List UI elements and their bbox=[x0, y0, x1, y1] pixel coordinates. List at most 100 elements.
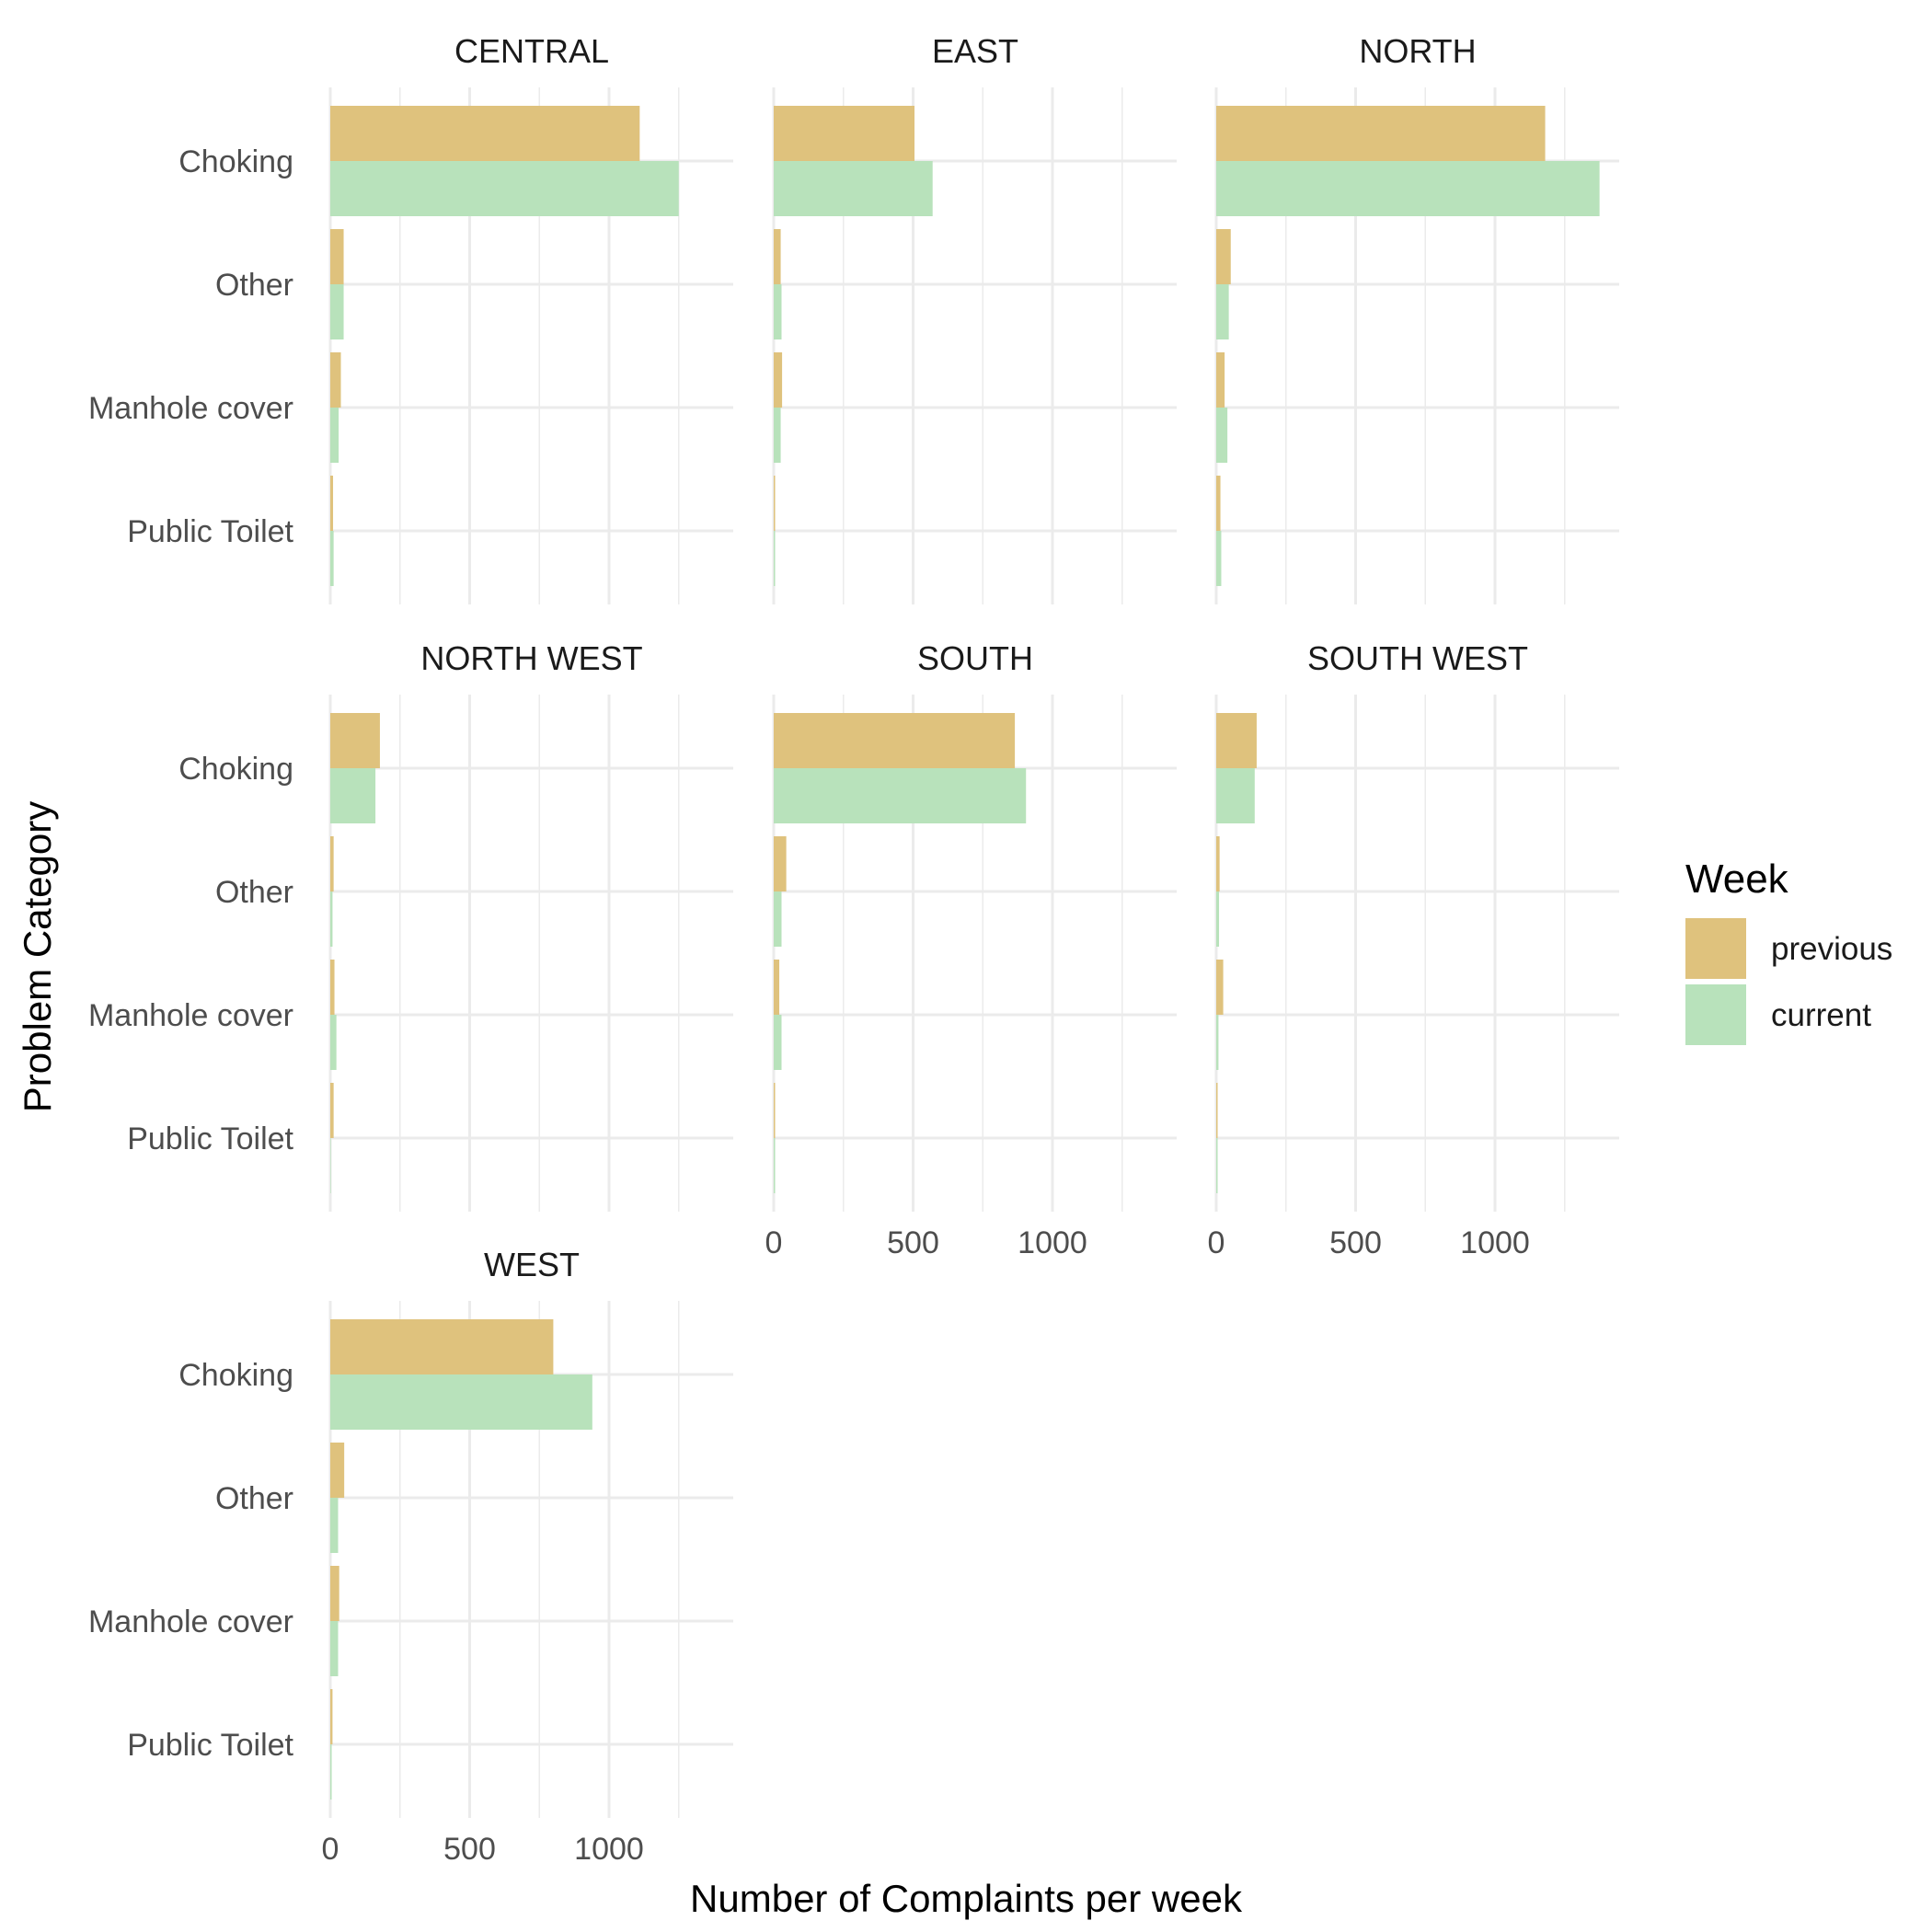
bar-previous-north-1 bbox=[1216, 229, 1231, 284]
facet-title: NORTH WEST bbox=[420, 639, 642, 677]
bar-previous-south-west-2 bbox=[1216, 960, 1224, 1015]
facet-south: SOUTH 0 500 1000 bbox=[765, 639, 1177, 1260]
bar-previous-south-west-0 bbox=[1216, 713, 1257, 768]
bar-current-south-west-3 bbox=[1216, 1138, 1218, 1193]
bar-previous-west-0 bbox=[330, 1319, 554, 1374]
bar-previous-south-west-1 bbox=[1216, 836, 1220, 891]
y-tick-label: Choking bbox=[178, 752, 293, 787]
bar-current-west-1 bbox=[330, 1498, 339, 1553]
bar-current-central-1 bbox=[330, 284, 344, 339]
x-tick-label: 500 bbox=[887, 1225, 939, 1260]
bar-previous-west-3 bbox=[330, 1689, 333, 1744]
bar-previous-south-west-3 bbox=[1216, 1083, 1218, 1138]
facet-central: CENTRAL Choking Other Manhole cover Public T… bbox=[88, 32, 733, 604]
bar-current-west-2 bbox=[330, 1621, 339, 1676]
bar-previous-east-3 bbox=[774, 476, 776, 531]
bar-current-east-3 bbox=[774, 531, 776, 586]
bar-previous-central-1 bbox=[330, 229, 344, 284]
y-tick-label: Other bbox=[215, 1481, 293, 1516]
legend-key-previous bbox=[1685, 918, 1746, 979]
bar-current-south-west-1 bbox=[1216, 891, 1220, 947]
bar-current-south-2 bbox=[774, 1015, 782, 1070]
y-tick-label: Other bbox=[215, 875, 293, 910]
bar-previous-north-3 bbox=[1216, 476, 1221, 531]
bar-previous-south-2 bbox=[774, 960, 780, 1015]
y-tick-label: Other bbox=[215, 268, 293, 303]
x-tick-label: 500 bbox=[1329, 1225, 1382, 1260]
bar-previous-central-2 bbox=[330, 352, 341, 408]
legend-label-previous: previous bbox=[1771, 931, 1892, 967]
bar-current-north-3 bbox=[1216, 531, 1222, 586]
bar-previous-north-west-1 bbox=[330, 836, 334, 891]
bar-current-east-0 bbox=[774, 161, 933, 216]
x-tick-label: 1000 bbox=[574, 1832, 644, 1867]
bar-current-north-west-1 bbox=[330, 891, 333, 947]
x-tick-label: 1000 bbox=[1018, 1225, 1087, 1260]
y-tick-label: Public Toilet bbox=[127, 1728, 293, 1763]
bar-previous-west-1 bbox=[330, 1443, 345, 1498]
bar-current-north-0 bbox=[1216, 161, 1600, 216]
bar-previous-north-west-3 bbox=[330, 1083, 334, 1138]
bar-current-north-west-2 bbox=[330, 1015, 337, 1070]
bar-previous-south-0 bbox=[774, 713, 1016, 768]
bar-previous-central-3 bbox=[330, 476, 334, 531]
legend-key-current bbox=[1685, 984, 1746, 1045]
bar-current-north-west-3 bbox=[330, 1138, 331, 1193]
bar-previous-north-2 bbox=[1216, 352, 1225, 408]
x-tick-label: 0 bbox=[322, 1832, 339, 1867]
facet-north-west: NORTH WEST Choking Other Manhole cover Publi… bbox=[88, 639, 733, 1212]
x-tick-label: 500 bbox=[443, 1832, 496, 1867]
bar-current-north-2 bbox=[1216, 408, 1228, 463]
y-axis-title: Problem Category bbox=[16, 801, 59, 1112]
legend-title: Week bbox=[1685, 857, 1789, 902]
bar-previous-east-1 bbox=[774, 229, 781, 284]
bar-previous-south-3 bbox=[774, 1083, 776, 1138]
bar-current-north-1 bbox=[1216, 284, 1229, 339]
facet-title: SOUTH bbox=[917, 639, 1033, 677]
facet-north: NORTH bbox=[1214, 32, 1619, 604]
facet-panels: CENTRAL Choking Other Manhole cover Public T… bbox=[88, 32, 1619, 1867]
bar-previous-east-0 bbox=[774, 106, 915, 161]
facet-title: NORTH bbox=[1359, 32, 1476, 70]
bar-current-west-0 bbox=[330, 1374, 592, 1430]
legend-label-current: current bbox=[1771, 997, 1871, 1033]
facet-title: WEST bbox=[484, 1246, 580, 1283]
bar-current-east-2 bbox=[774, 408, 781, 463]
bar-current-south-1 bbox=[774, 891, 782, 947]
bar-current-south-west-2 bbox=[1216, 1015, 1219, 1070]
y-tick-label: Public Toilet bbox=[127, 514, 293, 549]
legend: Week previous current bbox=[1685, 857, 1892, 1045]
bar-current-west-3 bbox=[330, 1744, 332, 1800]
bar-current-east-1 bbox=[774, 284, 782, 339]
x-tick-label: 0 bbox=[1208, 1225, 1225, 1260]
facet-east: EAST bbox=[772, 32, 1177, 604]
facet-title: CENTRAL bbox=[454, 32, 609, 70]
y-tick-label: Choking bbox=[178, 144, 293, 179]
bar-current-north-west-0 bbox=[330, 768, 376, 823]
facet-west: WEST Choking Other Manhole cover Public Toil… bbox=[88, 1246, 733, 1867]
bar-current-south-west-0 bbox=[1216, 768, 1255, 823]
x-axis-title: Number of Complaints per week bbox=[690, 1877, 1243, 1920]
bar-previous-north-0 bbox=[1216, 106, 1546, 161]
bar-current-central-3 bbox=[330, 531, 334, 586]
x-tick-label: 0 bbox=[765, 1225, 783, 1260]
facet-title: EAST bbox=[932, 32, 1018, 70]
bar-previous-south-1 bbox=[774, 836, 787, 891]
y-tick-label: Manhole cover bbox=[88, 1604, 293, 1639]
x-tick-label: 1000 bbox=[1460, 1225, 1530, 1260]
bar-current-south-0 bbox=[774, 768, 1027, 823]
bar-previous-east-2 bbox=[774, 352, 783, 408]
bar-current-central-0 bbox=[330, 161, 679, 216]
bar-previous-north-west-2 bbox=[330, 960, 335, 1015]
facet-title: SOUTH WEST bbox=[1307, 639, 1528, 677]
bar-current-central-2 bbox=[330, 408, 339, 463]
bar-previous-west-2 bbox=[330, 1566, 339, 1621]
bar-previous-central-0 bbox=[330, 106, 640, 161]
y-tick-label: Choking bbox=[178, 1358, 293, 1393]
y-tick-label: Manhole cover bbox=[88, 391, 293, 426]
y-tick-label: Manhole cover bbox=[88, 998, 293, 1033]
bar-current-south-3 bbox=[774, 1138, 776, 1193]
facet-south-west: SOUTH WEST 0 500 1000 bbox=[1208, 639, 1619, 1260]
y-tick-label: Public Toilet bbox=[127, 1121, 293, 1156]
